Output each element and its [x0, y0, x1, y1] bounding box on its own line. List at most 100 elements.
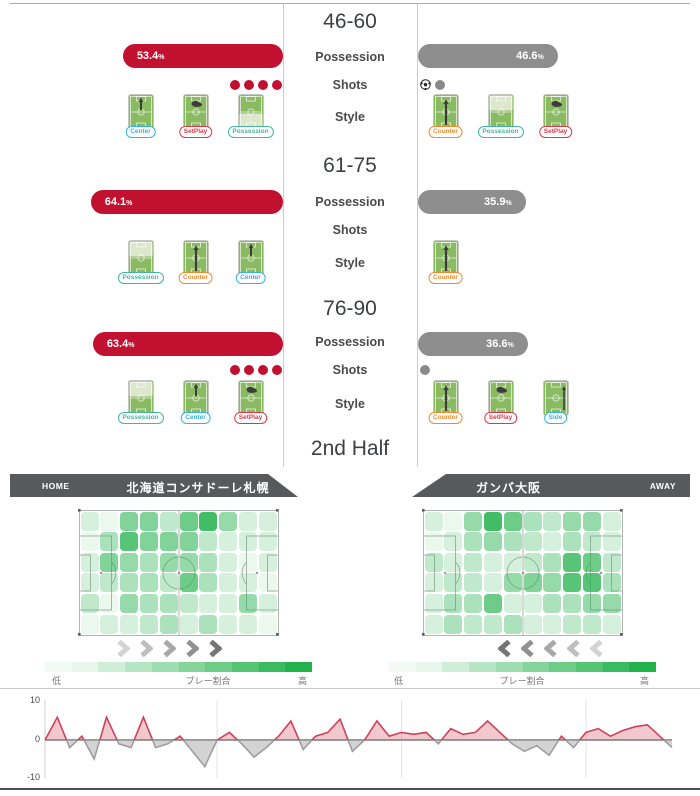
heat-cell: [139, 593, 159, 613]
heat-cell: [602, 511, 621, 531]
chevron-left-icon: [544, 640, 557, 657]
legend-segment: [178, 662, 206, 672]
heat-cell: [179, 573, 198, 593]
heat-cell: [120, 552, 139, 572]
heat-cell: [139, 511, 159, 531]
heat-cell: [80, 511, 99, 531]
team-banner-away: ガンバ大阪 AWAY: [412, 474, 690, 497]
heat-cell: [100, 552, 119, 572]
heat-cell: [543, 614, 562, 634]
heat-cell: [523, 593, 542, 613]
heat-cell: [100, 511, 119, 531]
legend-segment: [151, 662, 179, 672]
heat-cell: [503, 552, 522, 572]
heat-cell: [258, 593, 277, 613]
heat-cell: [100, 532, 119, 552]
heat-cell: [503, 573, 522, 593]
shot-dot-home: [258, 364, 268, 375]
heat-cell: [602, 552, 621, 572]
heat-cell: [199, 532, 218, 552]
heat-cell: [543, 532, 562, 552]
stat-label-style-1: Style: [335, 110, 365, 124]
style-card: Center: [113, 94, 168, 142]
heat-cell: [424, 552, 443, 572]
legend-low-away: 低: [394, 676, 404, 686]
stat-label-possession-1: Possession: [315, 50, 385, 64]
heat-cell: [100, 593, 119, 613]
heat-cell: [483, 532, 503, 552]
possession-bar-away: 46.6%: [418, 44, 558, 68]
shot-dot-away: [420, 364, 430, 375]
heat-cell: [238, 552, 258, 572]
heat-cell: [483, 614, 503, 634]
heat-cell: [523, 552, 542, 572]
heat-cell: [523, 614, 542, 634]
style-card-label: Counter: [428, 272, 463, 284]
style-cards-home: Possession Center SetPlay: [113, 380, 278, 428]
heat-cell: [424, 573, 443, 593]
style-card-label: Possession: [227, 126, 274, 138]
heat-cell: [219, 511, 238, 531]
legend-segment: [629, 662, 657, 672]
home-team-name: 北海道コンサドーレ札幌: [126, 481, 270, 495]
style-card-label: SetPlay: [538, 126, 573, 138]
heat-cell: [80, 593, 99, 613]
center-column-left-border: [283, 4, 284, 467]
ytick-top: 10: [29, 695, 40, 705]
heat-cell: [238, 593, 258, 613]
heat-cell: [159, 573, 178, 593]
legend-segment: [415, 662, 443, 672]
shots-away: [420, 364, 430, 375]
heat-cell: [139, 552, 159, 572]
heat-cell: [582, 593, 602, 613]
heat-cell: [424, 614, 443, 634]
heat-cell: [602, 593, 621, 613]
style-card: Center: [223, 240, 278, 288]
legend-segment: [522, 662, 550, 672]
shot-dot-home: [230, 79, 240, 90]
shot-dot-home: [244, 364, 254, 375]
style-card-label: Counter: [428, 126, 463, 138]
heat-cell: [238, 573, 258, 593]
shot-dot-home: [272, 79, 282, 90]
legend-segment: [258, 662, 286, 672]
heat-cell: [503, 532, 522, 552]
chevron-left-icon: [590, 640, 603, 657]
ytick-bottom: -10: [26, 772, 40, 782]
half-label: 2nd Half: [310, 437, 390, 460]
heat-cell: [179, 511, 198, 531]
shots-away: [420, 79, 445, 90]
style-card: Center: [168, 380, 223, 428]
heat-cell: [199, 573, 218, 593]
heat-cell: [120, 532, 139, 552]
heat-cell: [179, 614, 198, 634]
heatmap-home: [78, 509, 280, 637]
possession-bar-home: 53.4%: [122, 44, 283, 68]
heat-cell: [483, 593, 503, 613]
style-card: SetPlay: [473, 380, 528, 428]
shot-dot-home: [258, 79, 268, 90]
legend-segment: [389, 662, 416, 672]
shot-dot-home: [272, 364, 282, 375]
heat-cell: [563, 614, 582, 634]
shot-dot-home: [244, 79, 254, 90]
heat-cell: [582, 614, 602, 634]
possession-bar-away: 35.9%: [418, 190, 526, 214]
heat-cell: [238, 532, 258, 552]
legend-segment: [495, 662, 523, 672]
heat-cell: [602, 532, 621, 552]
stat-label-shots-1: Shots: [332, 78, 368, 92]
chevron-left-icon: [567, 640, 580, 657]
legend-segment: [602, 662, 630, 672]
heat-cell: [444, 511, 463, 531]
heat-cell: [523, 532, 542, 552]
heat-cell: [582, 532, 602, 552]
center-column-right-border: [417, 4, 418, 467]
heat-cell: [159, 614, 178, 634]
style-card: SetPlay: [168, 94, 223, 142]
chevron-right-icon: [163, 640, 176, 657]
heat-cell: [503, 511, 522, 531]
period-title-3: 76-90: [323, 297, 377, 320]
heat-cell: [80, 552, 99, 572]
period-stats-panel: 46-60 Possession Shots Style 61-75 Posse…: [90, 4, 573, 467]
